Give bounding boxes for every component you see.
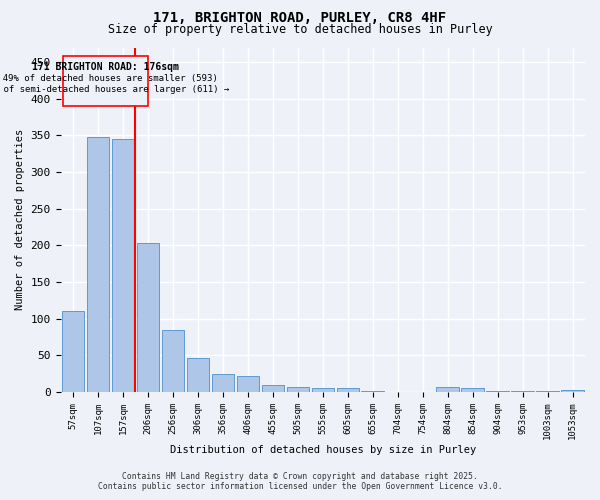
- Bar: [311, 388, 334, 392]
- Text: 171, BRIGHTON ROAD, PURLEY, CR8 4HF: 171, BRIGHTON ROAD, PURLEY, CR8 4HF: [154, 11, 446, 25]
- Bar: [161, 330, 184, 392]
- Bar: [62, 312, 84, 392]
- Bar: [487, 390, 509, 392]
- Bar: [212, 374, 234, 392]
- Bar: [561, 390, 584, 392]
- Bar: [337, 388, 359, 392]
- Text: 171 BRIGHTON ROAD: 176sqm: 171 BRIGHTON ROAD: 176sqm: [32, 62, 179, 72]
- Bar: [112, 139, 134, 392]
- X-axis label: Distribution of detached houses by size in Purley: Distribution of detached houses by size …: [170, 445, 476, 455]
- Text: ← 49% of detached houses are smaller (593): ← 49% of detached houses are smaller (59…: [0, 74, 218, 83]
- Bar: [287, 387, 309, 392]
- Y-axis label: Number of detached properties: Number of detached properties: [15, 129, 25, 310]
- Bar: [137, 242, 159, 392]
- Text: 51% of semi-detached houses are larger (611) →: 51% of semi-detached houses are larger (…: [0, 85, 229, 94]
- Text: Contains HM Land Registry data © Crown copyright and database right 2025.
Contai: Contains HM Land Registry data © Crown c…: [98, 472, 502, 491]
- Bar: [236, 376, 259, 392]
- Text: Size of property relative to detached houses in Purley: Size of property relative to detached ho…: [107, 22, 493, 36]
- Bar: [262, 385, 284, 392]
- Bar: [62, 56, 148, 106]
- Bar: [187, 358, 209, 392]
- Bar: [436, 387, 459, 392]
- Bar: [87, 137, 109, 392]
- Bar: [461, 388, 484, 392]
